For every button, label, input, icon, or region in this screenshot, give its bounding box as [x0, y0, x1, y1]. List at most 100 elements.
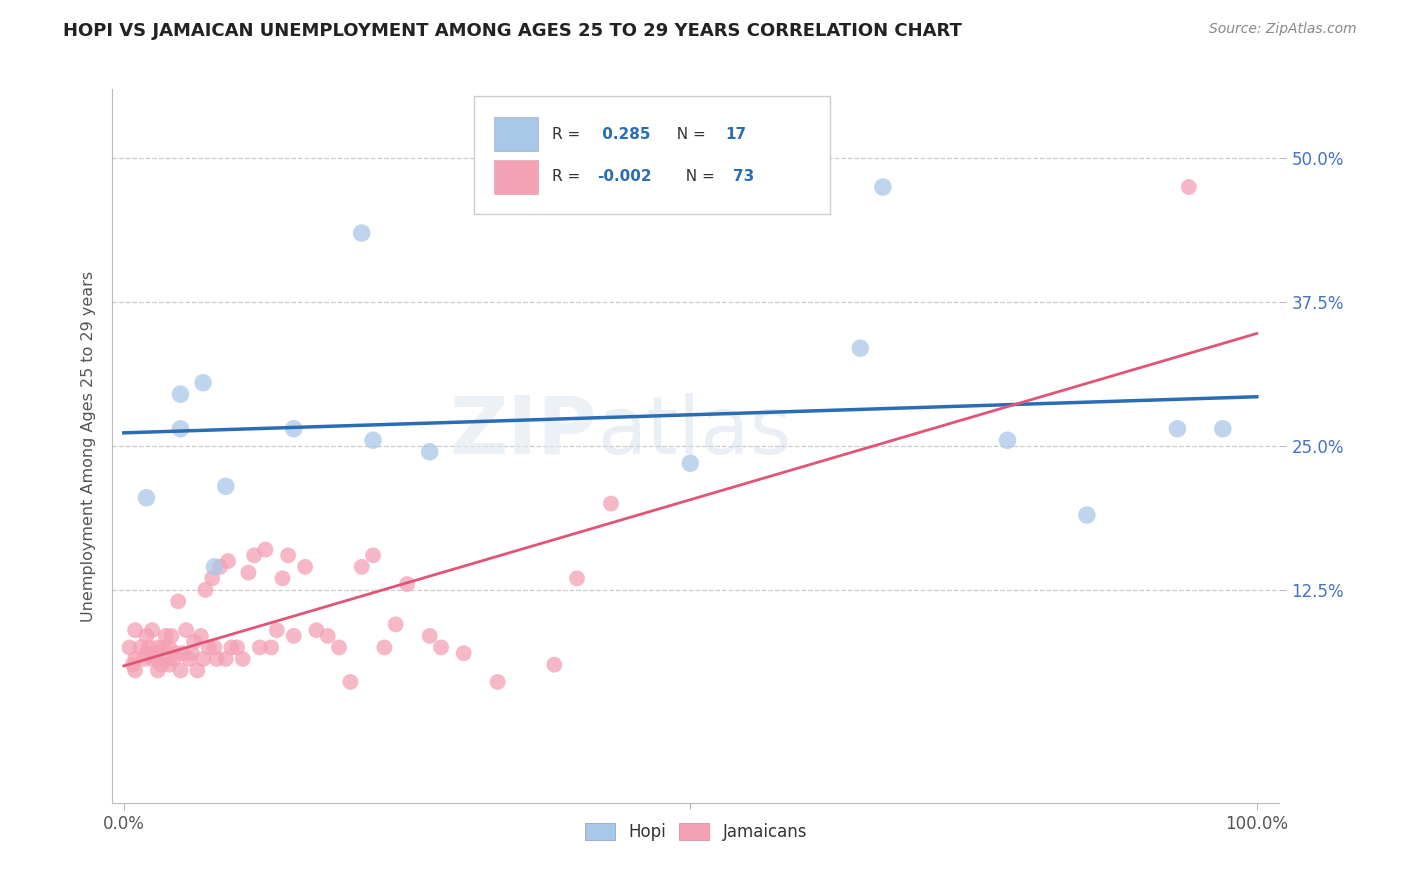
Point: [179, 652, 201, 666]
Point: [145, 646, 167, 660]
Point: [1212, 422, 1234, 436]
Point: [138, 640, 160, 655]
Point: [361, 434, 384, 448]
Point: [872, 180, 894, 194]
Point: [283, 629, 305, 643]
Point: [997, 434, 1019, 448]
Point: [361, 549, 384, 563]
Point: [350, 226, 373, 240]
Point: [191, 376, 214, 390]
FancyBboxPatch shape: [474, 96, 830, 214]
Text: R =: R =: [553, 169, 585, 185]
Point: [172, 646, 194, 660]
Point: [430, 640, 453, 655]
Point: [254, 542, 277, 557]
Point: [305, 623, 328, 637]
Point: [226, 640, 249, 655]
Point: [135, 491, 157, 505]
Point: [600, 497, 623, 511]
Point: [384, 617, 406, 632]
Text: -0.002: -0.002: [596, 169, 651, 185]
Point: [135, 646, 157, 660]
Point: [180, 646, 202, 660]
Point: [373, 640, 395, 655]
Point: [152, 640, 174, 655]
Point: [339, 675, 361, 690]
Point: [146, 664, 169, 678]
Text: N =: N =: [666, 127, 710, 142]
Point: [146, 652, 169, 666]
Point: [316, 629, 339, 643]
Text: Source: ZipAtlas.com: Source: ZipAtlas.com: [1209, 22, 1357, 37]
Text: 0.285: 0.285: [596, 127, 651, 142]
Point: [169, 422, 191, 436]
Point: [169, 664, 191, 678]
Point: [238, 566, 260, 580]
Point: [328, 640, 350, 655]
Legend: Hopi, Jamaicans: Hopi, Jamaicans: [578, 816, 814, 848]
Point: [163, 652, 186, 666]
Point: [209, 559, 232, 574]
Point: [1076, 508, 1098, 522]
Point: [124, 652, 146, 666]
Point: [129, 640, 152, 655]
Text: 73: 73: [734, 169, 755, 185]
Point: [157, 657, 180, 672]
Text: N =: N =: [676, 169, 720, 185]
Point: [190, 629, 212, 643]
Text: HOPI VS JAMAICAN UNEMPLOYMENT AMONG AGES 25 TO 29 YEARS CORRELATION CHART: HOPI VS JAMAICAN UNEMPLOYMENT AMONG AGES…: [63, 22, 962, 40]
Point: [1166, 422, 1188, 436]
Point: [167, 594, 190, 608]
Point: [679, 456, 702, 470]
Point: [134, 652, 156, 666]
Point: [146, 640, 169, 655]
Point: [565, 571, 588, 585]
Point: [271, 571, 294, 585]
Point: [221, 640, 243, 655]
Point: [118, 640, 141, 655]
Point: [157, 640, 180, 655]
Point: [350, 559, 373, 574]
Point: [543, 657, 565, 672]
Point: [186, 664, 208, 678]
Point: [232, 652, 254, 666]
Point: [249, 640, 271, 655]
Point: [243, 549, 266, 563]
Point: [849, 341, 872, 355]
Point: [150, 657, 173, 672]
Text: atlas: atlas: [596, 392, 792, 471]
Point: [419, 444, 441, 458]
Point: [156, 652, 179, 666]
Point: [194, 582, 217, 597]
Point: [453, 646, 475, 660]
Point: [396, 577, 419, 591]
FancyBboxPatch shape: [494, 117, 538, 152]
Point: [169, 387, 191, 401]
Point: [1178, 180, 1201, 194]
Point: [174, 623, 197, 637]
Point: [294, 559, 316, 574]
Point: [124, 623, 146, 637]
Point: [217, 554, 239, 568]
Point: [183, 634, 205, 648]
Point: [215, 652, 238, 666]
Point: [419, 629, 441, 643]
Text: 17: 17: [725, 127, 747, 142]
Point: [486, 675, 509, 690]
Point: [141, 652, 163, 666]
Point: [141, 623, 163, 637]
Point: [215, 479, 238, 493]
Point: [283, 422, 305, 436]
Point: [155, 629, 177, 643]
Point: [135, 629, 157, 643]
Text: R =: R =: [553, 127, 585, 142]
Point: [204, 640, 226, 655]
Point: [266, 623, 288, 637]
Point: [124, 664, 146, 678]
Point: [160, 629, 183, 643]
FancyBboxPatch shape: [494, 160, 538, 194]
Point: [191, 652, 214, 666]
Y-axis label: Unemployment Among Ages 25 to 29 years: Unemployment Among Ages 25 to 29 years: [80, 270, 96, 622]
Point: [197, 640, 219, 655]
Point: [260, 640, 283, 655]
